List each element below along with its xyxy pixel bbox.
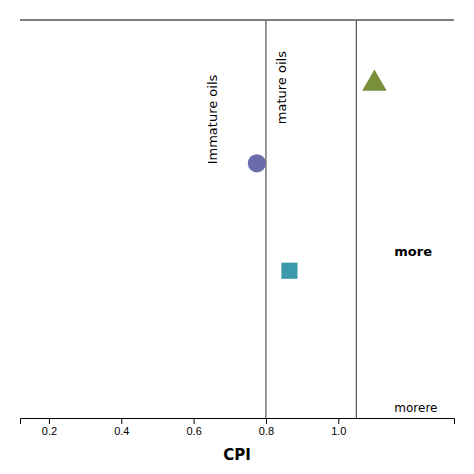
annotation: Immature oils bbox=[205, 74, 220, 164]
x-axis: 0.2 0.4 0.6 0.8 1.0 bbox=[21, 418, 455, 437]
x-tick: 0.8 bbox=[259, 418, 274, 437]
x-tick: 0.4 bbox=[114, 418, 129, 437]
x-tick-label: 0.2 bbox=[42, 425, 57, 437]
annotation: mature oils bbox=[274, 51, 289, 124]
point-triangle bbox=[362, 70, 387, 91]
x-tick-label: 0.6 bbox=[186, 425, 201, 437]
vline bbox=[356, 20, 357, 418]
x-tick-mark bbox=[121, 418, 122, 424]
x-tick-label: 1.0 bbox=[331, 425, 346, 437]
x-tick-mark bbox=[338, 418, 339, 424]
annotations: Immature oils mature oils more morere bbox=[205, 51, 437, 415]
point-circle bbox=[248, 154, 266, 172]
x-axis-line bbox=[21, 419, 455, 425]
annotation: more bbox=[394, 244, 432, 259]
x-tick: 0.6 bbox=[186, 418, 201, 437]
top-border bbox=[20, 20, 454, 21]
point-square bbox=[281, 263, 297, 279]
chart: 0.2 0.4 0.6 0.8 1.0 Immature oils mature oils m… bbox=[0, 0, 474, 474]
vline bbox=[265, 20, 266, 418]
x-tick-label: 0.8 bbox=[259, 425, 274, 437]
x-tick: 0.2 bbox=[42, 418, 57, 437]
x-tick-mark bbox=[49, 418, 50, 424]
plot: 0.2 0.4 0.6 0.8 1.0 Immature oils mature oils m… bbox=[20, 20, 455, 437]
x-tick-label: 0.4 bbox=[114, 425, 129, 437]
x-tick: 1.0 bbox=[331, 418, 346, 437]
marks bbox=[248, 20, 387, 418]
x-axis-title: CPI bbox=[223, 446, 251, 464]
x-tick-mark bbox=[194, 418, 195, 424]
x-tick-mark bbox=[266, 418, 267, 424]
annotation: morere bbox=[394, 401, 437, 415]
